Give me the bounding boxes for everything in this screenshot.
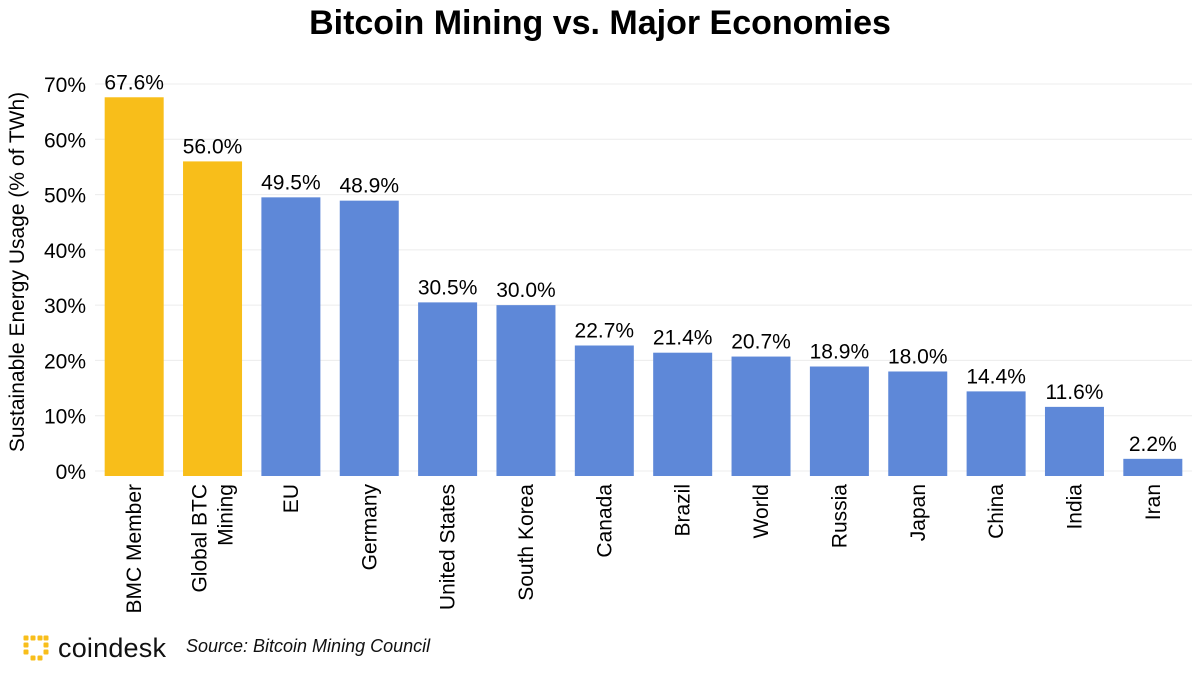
logo-dot (23, 642, 29, 648)
y-axis-title: Sustainable Energy Usage (% of TWh) (6, 92, 29, 452)
value-label: 21.4% (653, 327, 713, 350)
brand-name: coindesk (58, 632, 167, 663)
value-label: 11.6% (1045, 381, 1103, 404)
logo-dot (43, 642, 49, 648)
logo-dot (43, 649, 49, 655)
value-label: 20.7% (731, 331, 791, 354)
value-label: 49.5% (261, 171, 321, 194)
gridlines (95, 83, 1192, 472)
x-tick-label: World (750, 484, 773, 538)
y-tick-label: 40% (44, 240, 86, 263)
x-tick-label-line: Global BTC (189, 484, 212, 593)
x-tick-label-line: China (985, 484, 1008, 539)
coindesk-logo-icon (23, 635, 49, 661)
x-tick-label-line: United States (437, 484, 460, 610)
value-label: 18.9% (810, 341, 870, 364)
logo-dot (37, 635, 43, 641)
value-label: 67.6% (104, 71, 164, 94)
x-tick-label: India (1063, 484, 1086, 530)
brand-logo: coindesk (22, 630, 166, 666)
value-label: 30.5% (418, 276, 478, 299)
bar (731, 356, 791, 476)
logo-dot (30, 655, 36, 661)
bars (104, 97, 1183, 477)
x-tick-label: South Korea (515, 484, 538, 601)
logo-dot (37, 655, 43, 661)
bar (888, 371, 948, 476)
bar (1123, 458, 1183, 476)
value-label: 2.2% (1129, 433, 1177, 456)
logo-dot (23, 649, 29, 655)
source-note: Source: Bitcoin Mining Council (186, 636, 431, 656)
bar (574, 345, 634, 476)
x-tick-label-line: Russia (828, 484, 851, 549)
x-tick-label-line: Germany (358, 484, 381, 571)
y-axis-ticks: 0% 10% 20% 30% 40% 50% 60% 70% (44, 74, 86, 484)
x-tick-label: China (985, 484, 1008, 539)
x-tick-label: Japan (907, 484, 930, 541)
x-axis-ticks: BMC Member Global BTC Mining EU Germany Unite… (123, 484, 1165, 614)
bar (183, 161, 243, 476)
x-tick-label: Russia (828, 484, 851, 549)
value-label: 14.4% (966, 365, 1026, 388)
x-tick-label-line: Mining (215, 484, 238, 546)
x-tick-label-line: BMC Member (123, 484, 146, 614)
bar (418, 302, 478, 476)
x-tick-label: Canada (593, 484, 616, 558)
x-tick-label-line: Canada (593, 484, 616, 558)
bar (104, 97, 164, 477)
bar (496, 305, 556, 476)
x-tick-label: Iran (1142, 484, 1165, 520)
x-tick-label-line: World (750, 484, 773, 538)
x-tick-label: Brazil (672, 484, 695, 537)
x-tick-label-line: Brazil (672, 484, 695, 537)
x-tick-label-line: Japan (907, 484, 930, 541)
x-tick-label: United States (437, 484, 460, 610)
x-tick-label-line: Iran (1142, 484, 1165, 520)
y-tick-label: 20% (44, 350, 86, 373)
y-tick-label: 10% (44, 406, 86, 429)
logo-dot (30, 635, 36, 641)
x-tick-label-line: EU (280, 484, 303, 513)
y-tick-label: 60% (44, 129, 86, 152)
bar (261, 197, 321, 477)
x-tick-label-line: South Korea (515, 484, 538, 601)
bar (1044, 406, 1104, 476)
x-tick-label: BMC Member (123, 484, 146, 614)
x-tick-label-line: India (1063, 484, 1086, 530)
x-tick-label: Germany (358, 484, 381, 571)
y-tick-label: 30% (44, 295, 86, 318)
logo-dot (23, 635, 29, 641)
value-label: 56.0% (183, 135, 243, 158)
bar (339, 200, 399, 476)
chart-title: Bitcoin Mining vs. Major Economies (309, 4, 891, 42)
value-label: 22.7% (575, 320, 635, 343)
value-labels: 67.6% 56.0% 49.5% 48.9% 30.5% 30.0% 22.7% 21.4%… (104, 71, 1176, 456)
value-label: 48.9% (339, 175, 399, 198)
x-tick-label: Global BTC Mining (189, 484, 238, 593)
value-label: 30.0% (496, 279, 556, 302)
y-tick-label: 0% (56, 461, 86, 484)
bar (809, 366, 869, 476)
logo-dot (43, 635, 49, 641)
y-tick-label: 50% (44, 185, 86, 208)
value-label: 18.0% (888, 345, 948, 368)
x-tick-label: EU (280, 484, 303, 513)
bar (653, 352, 713, 476)
bar (966, 391, 1026, 476)
y-tick-label: 70% (44, 74, 86, 97)
